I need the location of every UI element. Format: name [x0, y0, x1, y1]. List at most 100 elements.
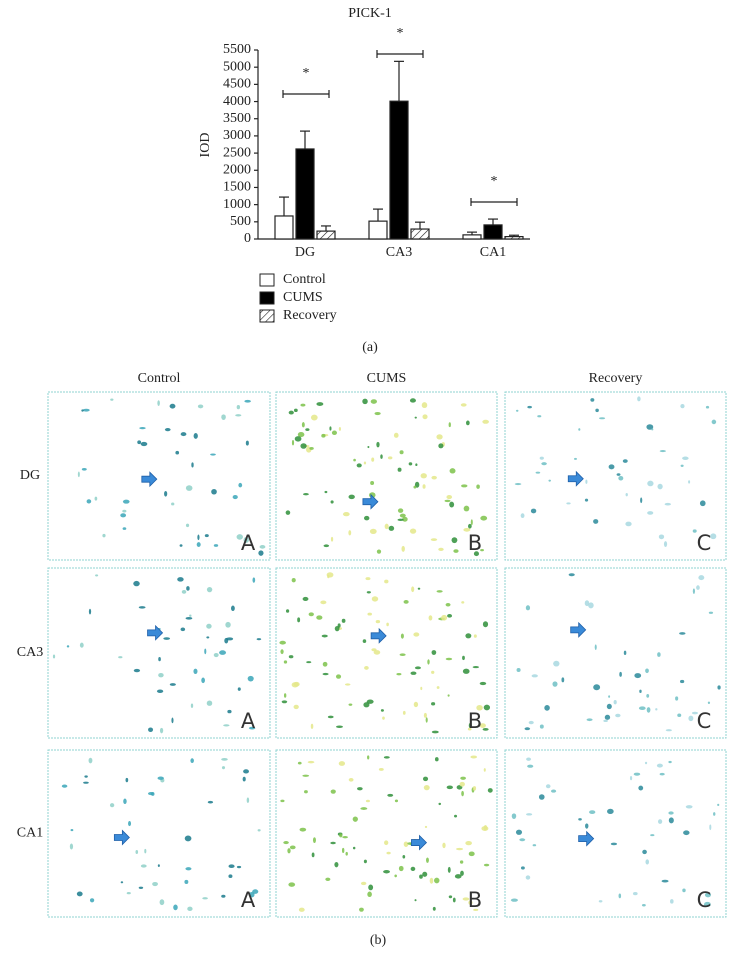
cell — [367, 891, 372, 897]
cell — [688, 715, 694, 722]
panel-letter: C — [697, 709, 712, 733]
cell — [468, 523, 472, 529]
cell — [410, 866, 416, 872]
micrograph-frame — [504, 567, 727, 739]
arrow — [567, 470, 584, 487]
cell — [530, 508, 537, 514]
cell — [634, 673, 642, 679]
cell — [420, 686, 423, 691]
cell — [598, 417, 606, 420]
y-tick-label: 3000 — [223, 128, 251, 143]
cell — [651, 428, 654, 431]
cell — [159, 727, 164, 734]
cell — [434, 757, 439, 762]
cell — [566, 502, 571, 505]
cell — [468, 900, 473, 905]
cell — [528, 720, 534, 725]
cell — [468, 851, 475, 857]
cell — [425, 717, 428, 723]
cell — [527, 405, 532, 409]
cell — [387, 456, 393, 460]
cell — [376, 441, 380, 448]
cell — [463, 505, 470, 512]
cell — [514, 483, 522, 486]
cell — [89, 898, 95, 903]
y-tick-label: 2500 — [223, 145, 251, 160]
cell — [242, 776, 246, 782]
cell — [411, 586, 415, 593]
cell — [525, 605, 531, 611]
cell — [710, 533, 717, 540]
cell — [445, 657, 453, 661]
cell — [185, 485, 193, 491]
cell — [422, 776, 429, 782]
cell — [685, 805, 693, 809]
bar — [410, 228, 430, 240]
cell — [207, 800, 214, 804]
cell — [248, 892, 255, 898]
cell — [288, 882, 296, 887]
cell — [336, 725, 343, 728]
cell — [246, 797, 250, 803]
cell — [291, 578, 296, 583]
legend-label: Recovery — [283, 308, 337, 323]
cell — [413, 632, 420, 637]
cell — [460, 776, 466, 780]
cell — [321, 634, 328, 638]
cell — [683, 830, 690, 836]
micrograph-frame — [275, 749, 498, 918]
significance-label: * — [303, 66, 310, 81]
cell — [180, 432, 187, 437]
cell — [403, 841, 409, 847]
cell — [717, 685, 721, 690]
panel-letter: B — [468, 888, 482, 912]
cell — [388, 525, 395, 531]
cell — [709, 824, 712, 831]
cell — [646, 694, 650, 698]
cell — [398, 865, 404, 872]
cell — [465, 633, 472, 639]
cell — [431, 702, 436, 706]
y-tick-label: 0 — [244, 231, 251, 246]
cell — [606, 703, 612, 710]
cell — [449, 501, 455, 508]
micrograph: B — [275, 567, 498, 739]
cell — [202, 897, 208, 900]
cell — [656, 763, 663, 768]
cell — [402, 516, 408, 522]
cell — [171, 502, 175, 506]
cell — [339, 833, 343, 838]
cell — [480, 548, 484, 552]
micrograph-frame — [504, 749, 727, 918]
legend-swatch — [259, 273, 275, 287]
cell — [441, 614, 448, 621]
cell — [120, 881, 124, 884]
cell — [287, 848, 291, 854]
cell — [206, 700, 213, 706]
cell — [482, 727, 489, 731]
cell — [367, 755, 370, 760]
panel-letter: A — [241, 888, 256, 912]
cell — [447, 694, 450, 697]
cell — [285, 609, 290, 613]
cell — [252, 577, 256, 583]
cell — [70, 829, 74, 832]
cell — [288, 655, 294, 659]
cell — [348, 530, 352, 536]
cell — [409, 398, 416, 403]
cell — [658, 819, 663, 824]
bar — [274, 215, 294, 240]
cell — [179, 544, 183, 547]
legend-swatch — [259, 309, 275, 323]
cell — [436, 590, 443, 593]
cell — [310, 723, 314, 729]
y-tick-label: 5000 — [223, 59, 251, 74]
cell — [668, 811, 674, 815]
cell — [713, 812, 716, 816]
cell — [304, 790, 308, 794]
cell — [128, 821, 132, 827]
cell — [644, 761, 648, 765]
cell — [370, 480, 375, 485]
cell — [668, 760, 672, 764]
cell — [608, 695, 611, 698]
